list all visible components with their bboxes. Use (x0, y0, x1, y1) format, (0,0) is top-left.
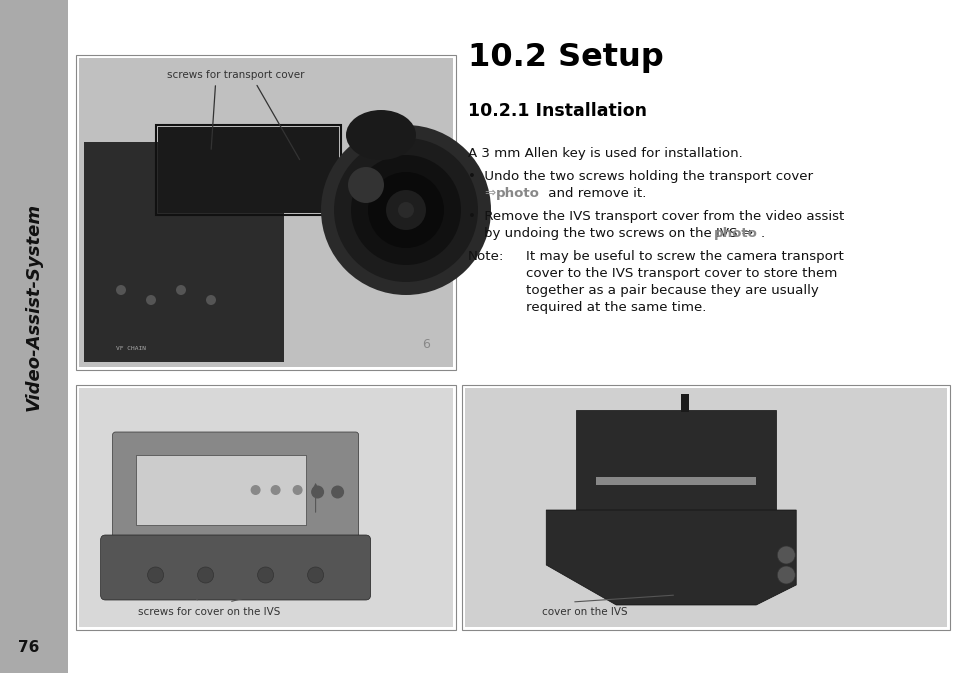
Text: 10.2.1 Installation: 10.2.1 Installation (468, 102, 646, 120)
Text: •  Remove the IVS transport cover from the video assist: • Remove the IVS transport cover from th… (468, 210, 843, 223)
Circle shape (251, 485, 260, 495)
Bar (576, 410, 776, 510)
Circle shape (777, 546, 795, 564)
Circle shape (348, 167, 384, 203)
Bar (76, 55, 456, 370)
Circle shape (334, 138, 477, 282)
Text: 6: 6 (421, 339, 430, 351)
Circle shape (197, 567, 213, 583)
Text: 10.2 Setup: 10.2 Setup (468, 42, 663, 73)
Text: VF CHAIN: VF CHAIN (116, 345, 146, 351)
Bar (135, 455, 305, 525)
Circle shape (777, 566, 795, 584)
Circle shape (311, 485, 324, 499)
Circle shape (397, 202, 414, 218)
Circle shape (386, 190, 426, 230)
Ellipse shape (346, 110, 416, 160)
Text: .: . (760, 227, 764, 240)
Text: screws for cover on the IVS: screws for cover on the IVS (137, 607, 280, 617)
Bar (596, 477, 756, 485)
Polygon shape (546, 510, 796, 605)
Bar (680, 394, 688, 412)
Circle shape (331, 485, 344, 499)
Text: Video-Assist-System: Video-Assist-System (25, 203, 43, 411)
Bar (156, 125, 340, 215)
Circle shape (368, 172, 443, 248)
Text: together as a pair because they are usually: together as a pair because they are usua… (525, 284, 818, 297)
Text: and remove it.: and remove it. (543, 187, 646, 200)
Circle shape (257, 567, 274, 583)
Circle shape (307, 567, 323, 583)
Circle shape (206, 295, 215, 305)
Text: •  Undo the two screws holding the transport cover: • Undo the two screws holding the transp… (468, 170, 812, 183)
Text: cover to the IVS transport cover to store them: cover to the IVS transport cover to stor… (525, 267, 837, 280)
Bar (79, 58, 453, 367)
Text: screws for transport cover: screws for transport cover (167, 70, 304, 80)
Text: ⇒: ⇒ (483, 187, 495, 200)
Circle shape (146, 295, 156, 305)
Bar (0, 0, 68, 673)
Bar (158, 127, 338, 213)
Text: cover on the IVS: cover on the IVS (541, 607, 627, 617)
Bar (79, 388, 453, 627)
Circle shape (293, 485, 302, 495)
Circle shape (148, 567, 163, 583)
Bar (84, 142, 284, 362)
FancyBboxPatch shape (112, 432, 358, 548)
Text: A 3 mm Allen key is used for installation.: A 3 mm Allen key is used for installatio… (468, 147, 742, 160)
Circle shape (175, 285, 186, 295)
Text: by undoing the two screws on the IVS ⇒: by undoing the two screws on the IVS ⇒ (483, 227, 752, 240)
Text: photo: photo (713, 227, 757, 240)
Circle shape (320, 125, 491, 295)
FancyBboxPatch shape (100, 535, 370, 600)
Text: It may be useful to screw the camera transport: It may be useful to screw the camera tra… (525, 250, 843, 263)
Text: photo: photo (496, 187, 539, 200)
Circle shape (351, 155, 460, 265)
Circle shape (271, 485, 280, 495)
Text: 76: 76 (18, 641, 40, 656)
Text: Note:: Note: (468, 250, 504, 263)
Bar (76, 385, 456, 630)
Bar (464, 388, 946, 627)
Bar (461, 385, 949, 630)
Circle shape (116, 285, 126, 295)
Text: required at the same time.: required at the same time. (525, 301, 706, 314)
